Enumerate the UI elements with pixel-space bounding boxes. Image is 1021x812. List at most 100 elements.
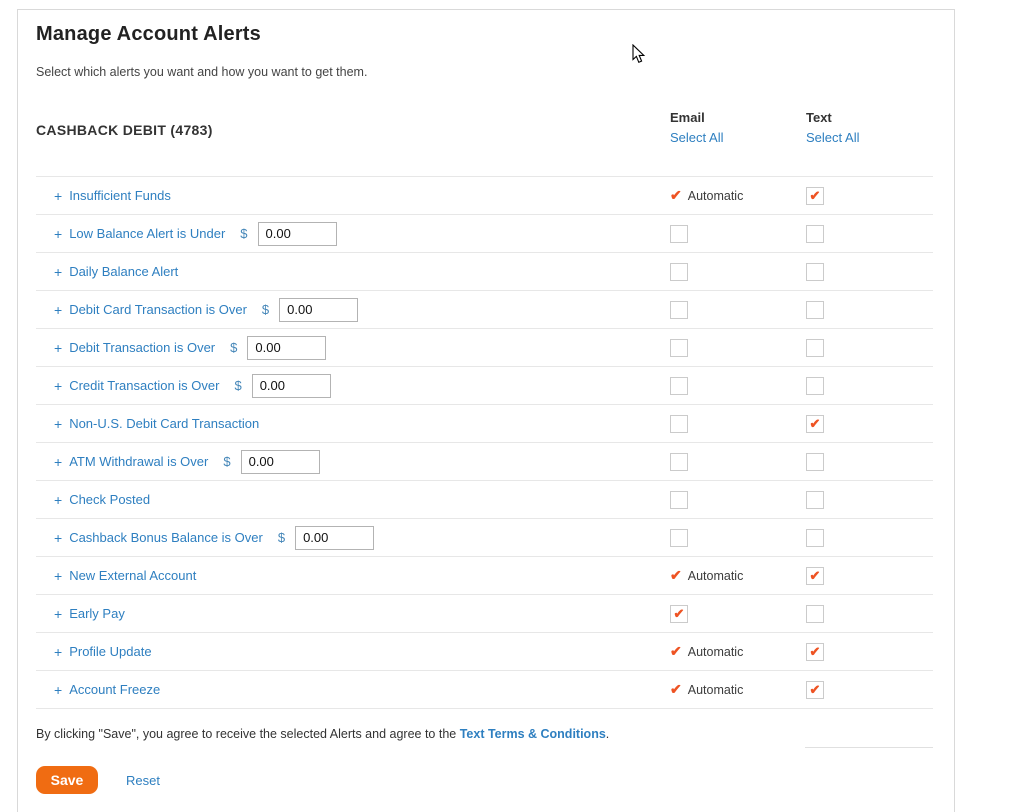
text-column-label: Text xyxy=(806,110,832,125)
dollar-sign: $ xyxy=(234,378,242,393)
amount-input[interactable] xyxy=(295,525,375,550)
alert-name-link[interactable]: Daily Balance Alert xyxy=(69,264,179,279)
amount-input[interactable] xyxy=(257,221,337,246)
automatic-indicator: ✔ Automatic xyxy=(670,187,743,204)
email-checkbox[interactable] xyxy=(670,224,688,243)
text-cell: ✔ xyxy=(806,633,824,670)
amount-group: $ xyxy=(247,297,359,322)
text-checkbox[interactable] xyxy=(806,224,824,243)
amount-input[interactable] xyxy=(251,373,331,398)
email-checkbox[interactable] xyxy=(670,528,688,547)
email-cell xyxy=(670,329,688,366)
email-checkbox[interactable] xyxy=(670,376,688,395)
alerts-table-body: + Insufficient Funds ✔ Automatic ✔ + Low… xyxy=(36,176,933,709)
expand-plus-icon[interactable]: + xyxy=(54,453,63,470)
expand-plus-icon[interactable]: + xyxy=(54,339,63,356)
text-checkbox[interactable] xyxy=(806,490,824,509)
email-checkbox[interactable] xyxy=(670,300,688,319)
expand-plus-icon[interactable]: + xyxy=(54,187,63,204)
terms-and-conditions-link[interactable]: Text Terms & Conditions xyxy=(459,727,606,741)
save-button[interactable]: Save xyxy=(36,766,98,794)
email-checkbox[interactable] xyxy=(670,414,688,433)
expand-plus-icon[interactable]: + xyxy=(54,567,63,584)
alert-row: + Check Posted xyxy=(36,481,933,519)
expand-plus-icon[interactable]: + xyxy=(54,491,63,508)
alert-name-link[interactable]: Account Freeze xyxy=(69,682,161,697)
email-checkbox[interactable]: ✔ xyxy=(670,604,688,623)
text-checkbox[interactable]: ✔ xyxy=(806,566,824,585)
email-cell: ✔ xyxy=(670,595,688,632)
automatic-label: Automatic xyxy=(687,568,744,583)
text-cell xyxy=(806,253,824,290)
alert-name-link[interactable]: Non-U.S. Debit Card Transaction xyxy=(69,416,260,431)
text-checkbox[interactable]: ✔ xyxy=(806,186,824,205)
expand-plus-icon[interactable]: + xyxy=(54,415,63,432)
expand-plus-icon[interactable]: + xyxy=(54,225,63,242)
alert-name-link[interactable]: Insufficient Funds xyxy=(69,188,171,203)
text-checkbox[interactable] xyxy=(806,300,824,319)
alert-name-link[interactable]: Low Balance Alert is Under xyxy=(69,226,226,241)
checkmark-icon: ✔ xyxy=(809,188,821,203)
expand-plus-icon[interactable]: + xyxy=(54,377,63,394)
alert-name-link[interactable]: Debit Transaction is Over xyxy=(69,340,216,355)
email-checkbox[interactable] xyxy=(670,452,688,471)
alert-name-link[interactable]: Profile Update xyxy=(69,644,152,659)
text-checkbox[interactable] xyxy=(806,262,824,281)
alert-name-link[interactable]: Early Pay xyxy=(69,606,125,621)
email-checkbox[interactable] xyxy=(670,490,688,509)
text-select-all-link[interactable]: Select All xyxy=(806,130,860,145)
expand-plus-icon[interactable]: + xyxy=(54,301,63,318)
checkmark-icon: ✔ xyxy=(809,682,821,697)
alert-row: + Credit Transaction is Over $ xyxy=(36,367,933,405)
alert-name-link[interactable]: ATM Withdrawal is Over xyxy=(69,454,209,469)
alert-name-link[interactable]: Check Posted xyxy=(69,492,151,507)
checkmark-icon: ✔ xyxy=(809,568,821,583)
automatic-indicator: ✔ Automatic xyxy=(670,643,743,660)
amount-input[interactable] xyxy=(240,449,320,474)
email-select-all-link[interactable]: Select All xyxy=(670,130,724,145)
disclaimer-period: . xyxy=(605,727,610,741)
automatic-label: Automatic xyxy=(687,644,744,659)
expand-plus-icon[interactable]: + xyxy=(54,643,63,660)
amount-group: $ xyxy=(208,449,320,474)
email-checkbox[interactable] xyxy=(670,262,688,281)
amount-input[interactable] xyxy=(247,335,327,360)
expand-plus-icon[interactable]: + xyxy=(54,681,63,698)
checkmark-icon: ✔ xyxy=(673,606,685,621)
text-cell: ✔ xyxy=(806,671,824,708)
alert-name-link[interactable]: New External Account xyxy=(69,568,197,583)
text-checkbox[interactable] xyxy=(806,604,824,623)
alert-row: + Debit Transaction is Over $ xyxy=(36,329,933,367)
text-checkbox[interactable]: ✔ xyxy=(806,680,824,699)
amount-group: $ xyxy=(219,373,331,398)
alert-row: + Insufficient Funds ✔ Automatic ✔ xyxy=(36,177,933,215)
text-checkbox[interactable] xyxy=(806,338,824,357)
alert-name-link[interactable]: Cashback Bonus Balance is Over xyxy=(69,530,263,545)
expand-plus-icon[interactable]: + xyxy=(54,605,63,622)
email-cell xyxy=(670,253,688,290)
reset-link[interactable]: Reset xyxy=(126,772,160,788)
text-checkbox[interactable] xyxy=(806,528,824,547)
alert-name-link[interactable]: Debit Card Transaction is Over xyxy=(69,302,247,317)
amount-input[interactable] xyxy=(279,297,359,322)
text-checkbox[interactable]: ✔ xyxy=(806,414,824,433)
email-cell: ✔ Automatic xyxy=(670,633,743,670)
text-checkbox[interactable] xyxy=(806,452,824,471)
expand-plus-icon[interactable]: + xyxy=(54,263,63,280)
alert-name-link[interactable]: Credit Transaction is Over xyxy=(69,378,220,393)
text-checkbox[interactable]: ✔ xyxy=(806,642,824,661)
email-cell xyxy=(670,215,688,252)
email-cell xyxy=(670,443,688,480)
email-cell: ✔ Automatic xyxy=(670,177,743,214)
amount-group: $ xyxy=(215,335,327,360)
alert-row: + Cashback Bonus Balance is Over $ xyxy=(36,519,933,557)
dollar-sign: $ xyxy=(223,454,231,469)
automatic-indicator: ✔ Automatic xyxy=(670,567,743,584)
text-checkbox[interactable] xyxy=(806,376,824,395)
expand-plus-icon[interactable]: + xyxy=(54,529,63,546)
automatic-indicator: ✔ Automatic xyxy=(670,681,743,698)
alert-row: + ATM Withdrawal is Over $ xyxy=(36,443,933,481)
email-cell xyxy=(670,291,688,328)
email-checkbox[interactable] xyxy=(670,338,688,357)
text-cell xyxy=(806,291,824,328)
